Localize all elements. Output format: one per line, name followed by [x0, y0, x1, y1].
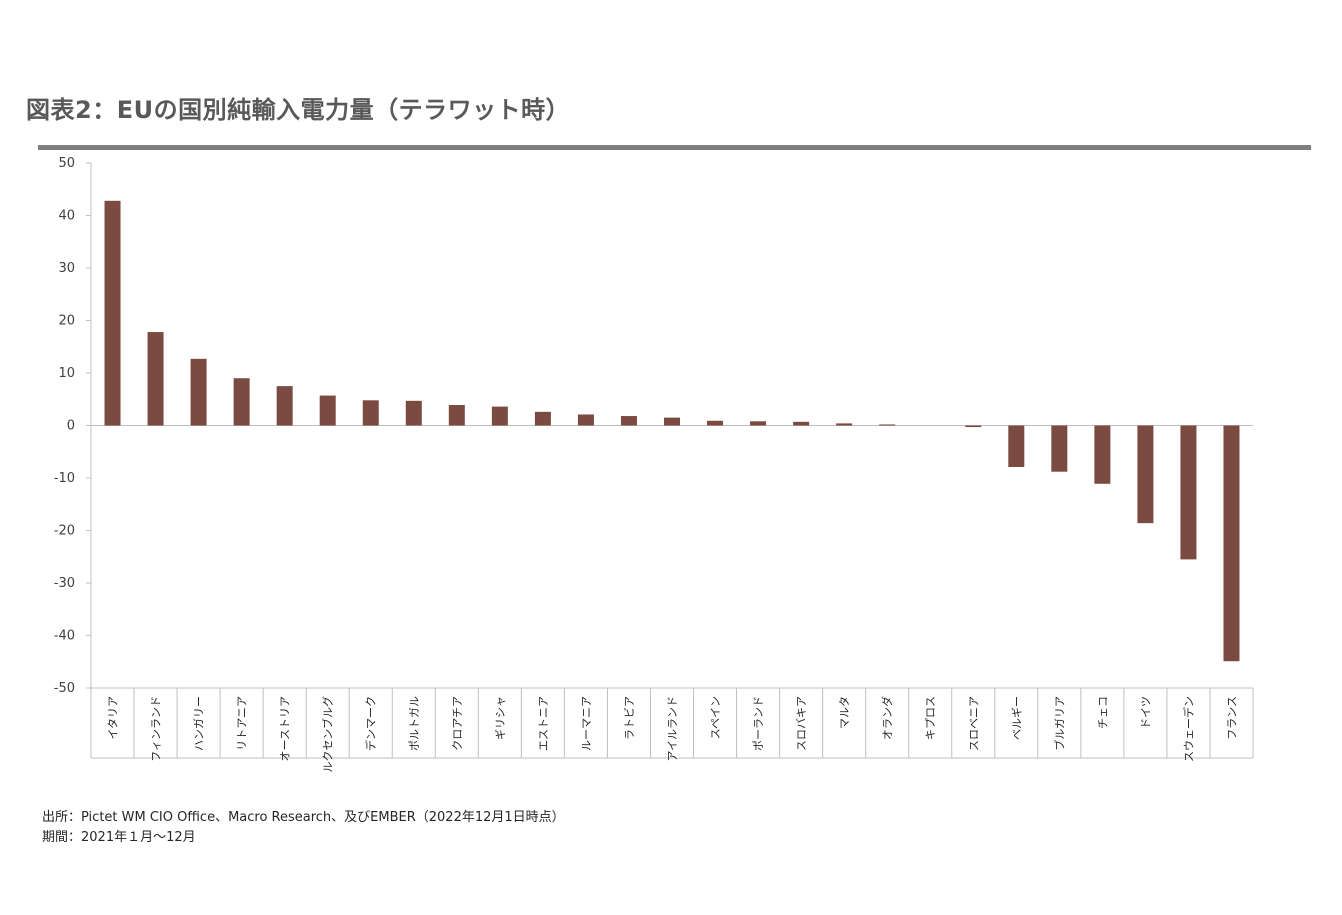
bar-19 — [879, 424, 896, 426]
category-label: ブルガリア — [1052, 696, 1066, 751]
category-label: エストニア — [537, 696, 550, 751]
bar-12 — [577, 414, 594, 426]
bar-2 — [147, 332, 164, 426]
category-label: ポルトガル — [408, 696, 421, 751]
y-tick-label: 40 — [58, 209, 75, 224]
bar-21 — [965, 425, 982, 428]
category-label: ポーランド — [752, 696, 765, 751]
bar-24 — [1094, 425, 1111, 484]
bar-4 — [233, 378, 250, 426]
source-note: 出所：Pictet WM CIO Office、Macro Research、及… — [42, 808, 565, 848]
category-label: デンマーク — [364, 696, 378, 751]
y-tick-label: 50 — [58, 156, 75, 171]
category-label: ルーマニア — [580, 696, 593, 751]
category-label: イタリア — [107, 696, 120, 740]
y-tick-label: 0 — [67, 419, 75, 434]
y-tick-label: -50 — [54, 681, 75, 696]
category-label: スロバキア — [795, 696, 808, 751]
y-tick-label: 20 — [58, 314, 75, 329]
bar-23 — [1051, 425, 1068, 472]
bar-16 — [750, 421, 767, 426]
y-tick-label: -40 — [54, 629, 75, 644]
category-label: ギリシャ — [494, 696, 507, 740]
bar-22 — [1008, 425, 1025, 467]
category-label: スロベニア — [967, 696, 980, 751]
period-text: 期間：2021年１月～12月 — [42, 830, 196, 845]
bar-6 — [319, 395, 336, 426]
category-label: オーストリア — [279, 696, 292, 761]
chart-title: 図表2：EUの国別純輸入電力量（テラワット時） — [26, 96, 571, 124]
bar-15 — [707, 420, 724, 426]
bar-26 — [1180, 425, 1197, 560]
category-label: チェコ — [1096, 696, 1109, 729]
source-text: 出所：Pictet WM CIO Office、Macro Research、及… — [42, 810, 565, 825]
bar-5 — [276, 386, 293, 426]
category-label: アイルランド — [666, 696, 679, 761]
y-tick-label: -10 — [54, 471, 75, 486]
bar-chart: 50 40 30 20 10 0 -10 -20 -30 -40 -50 イタリア フィンランド ハンガリ… — [54, 156, 1254, 773]
y-tick-label: -20 — [54, 524, 75, 539]
bar-1 — [104, 200, 121, 426]
category-label: フランス — [1225, 696, 1238, 740]
category-label: ドイツ — [1139, 696, 1152, 729]
category-label: ベルギー — [1010, 696, 1023, 740]
bar-9 — [448, 405, 465, 426]
category-label: クロアチア — [451, 696, 464, 751]
bar-11 — [534, 411, 551, 426]
category-label: リトアニア — [236, 696, 249, 751]
category-label: オランダ — [880, 696, 894, 740]
bar-10 — [491, 406, 508, 426]
bar-27 — [1223, 425, 1240, 662]
bar-7 — [362, 400, 379, 426]
category-label: ハンガリー — [193, 696, 206, 751]
category-label: ルクセンブルグ — [321, 696, 335, 773]
category-label: フィンランド — [150, 696, 163, 762]
bar-13 — [620, 416, 637, 426]
bar-14 — [664, 417, 680, 426]
y-tick-label: 30 — [58, 261, 75, 276]
bar-8 — [405, 400, 422, 426]
bar-18 — [836, 423, 853, 426]
category-label: ラトビア — [623, 696, 636, 740]
category-label: マルタ — [838, 696, 851, 729]
y-tick-label: -30 — [54, 576, 75, 591]
category-label: スウェーデン — [1181, 696, 1195, 762]
category-label: キプロス — [924, 696, 937, 740]
bar-17 — [793, 421, 810, 426]
bar-25 — [1137, 425, 1154, 524]
title-rule — [38, 145, 1311, 150]
category-label: スペイン — [709, 696, 722, 739]
y-tick-label: 10 — [58, 366, 75, 381]
bar-3 — [190, 358, 207, 426]
